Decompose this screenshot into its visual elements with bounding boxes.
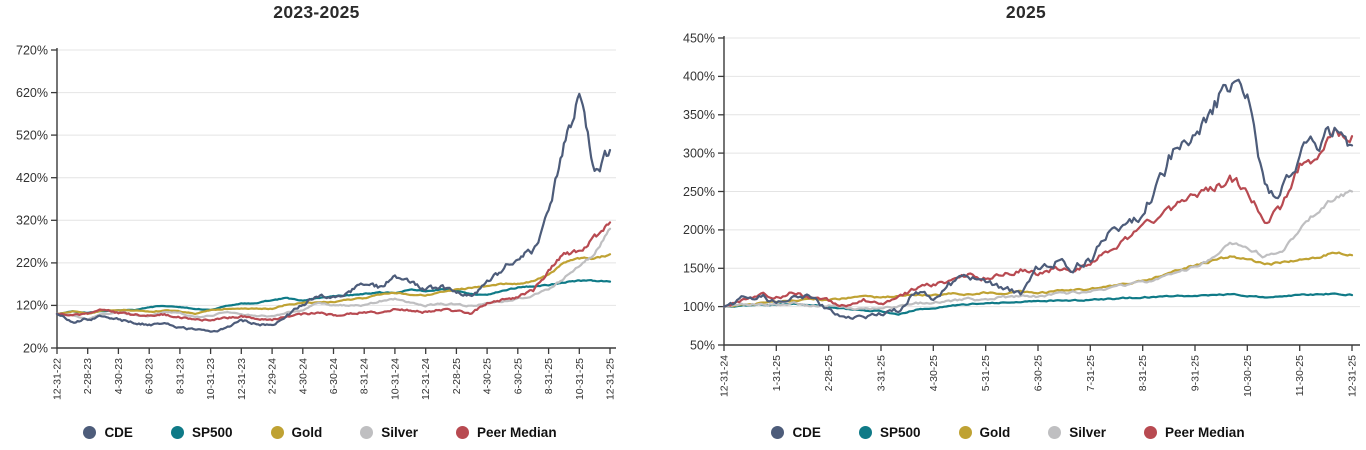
chart-2025-plot: 50% 100% 150% 200% 250% 300% 350% 400% 450% 12-31…	[683, 31, 1360, 397]
x-tick-label: 12-31-25	[1347, 355, 1359, 397]
x-tick-label: 12-31-23	[236, 358, 248, 400]
x-tick-label: 12-31-24	[719, 355, 731, 397]
x-tick-label: 4-30-23	[113, 358, 125, 394]
x-tick-label: 6-30-25	[512, 358, 524, 394]
peer-median-color-swatch-icon	[456, 425, 470, 439]
y-tick-label: 350%	[683, 108, 715, 122]
y-tick-label: 450%	[683, 31, 715, 45]
cde-color-swatch-icon	[83, 425, 97, 439]
x-tick-label: 12-31-22	[52, 358, 64, 400]
legend-item-peer-median: Peer Median	[456, 425, 557, 440]
legend-label-sp500: SP500	[191, 424, 233, 440]
legend-label-peer-median: Peer Median	[1165, 424, 1245, 440]
sp500-color-swatch-icon	[170, 425, 184, 439]
legend-right: CDE SP500 Gold Silver Peer Median	[708, 419, 1308, 445]
gold-color-swatch-icon	[958, 425, 972, 439]
legend-label-gold: Gold	[979, 424, 1011, 440]
x-tick-label: 7-31-25	[1085, 355, 1097, 391]
x-tick-label: 1-31-25	[771, 355, 783, 391]
y-tick-label: 720%	[16, 43, 48, 57]
x-tick-label: 12-31-24	[420, 358, 432, 400]
x-tick-label: 8-31-24	[359, 358, 371, 394]
y-tick-label: 220%	[16, 256, 48, 270]
x-tick-label: 4-30-25	[482, 358, 494, 394]
y-tick-label: 50%	[690, 338, 715, 352]
y-tick-label: 200%	[683, 223, 715, 237]
x-tick-label: 6-30-24	[328, 358, 340, 394]
y-tick-label: 620%	[16, 86, 48, 100]
x-tick-label: 10-30-25	[1242, 355, 1254, 397]
x-tick-label: 2-28-25	[451, 358, 463, 394]
legend-label-cde: CDE	[792, 424, 821, 440]
x-tick-label: 10-31-25	[574, 358, 586, 400]
x-tick-label: 8-31-23	[174, 358, 186, 394]
y-tick-label: 320%	[16, 214, 48, 228]
x-tick-label: 4-30-25	[928, 355, 940, 391]
x-tick-label: 10-31-23	[205, 358, 217, 400]
sp500-color-swatch-icon	[858, 425, 872, 439]
silver-color-swatch-icon	[1048, 425, 1062, 439]
chart-2023-2025-plot: 20% 120% 220% 320% 420% 520% 620% 720% 12-31-22 2…	[16, 43, 616, 400]
legend-item-silver: Silver	[1048, 425, 1106, 440]
legend-label-peer-median: Peer Median	[477, 424, 557, 440]
series-line-cde	[722, 78, 1354, 320]
series-line-silver	[722, 189, 1354, 311]
x-tick-label: 11-30-25	[1294, 355, 1306, 396]
series-line-peer-median	[55, 221, 612, 322]
silver-color-swatch-icon	[360, 425, 374, 439]
y-tick-label: 250%	[683, 185, 715, 199]
y-tick-label: 120%	[16, 299, 48, 313]
x-tick-label: 10-31-24	[389, 358, 401, 400]
legend-item-silver: Silver	[360, 425, 418, 440]
x-tick-label: 8-31-25	[543, 358, 555, 394]
x-tick-label: 4-30-24	[297, 358, 309, 394]
series-line-gold	[55, 253, 612, 316]
peer-median-color-swatch-icon	[1144, 425, 1158, 439]
series-line-peer-median	[722, 127, 1354, 308]
chart-title-2025: 2025	[1005, 2, 1047, 22]
cde-color-swatch-icon	[771, 425, 785, 439]
legend-label-sp500: SP500	[879, 424, 921, 440]
x-tick-label: 8-31-25	[1137, 355, 1149, 391]
legend-item-peer-median: Peer Median	[1144, 425, 1245, 440]
x-tick-label: 2-28-25	[823, 355, 835, 391]
x-tick-label: 5-31-25	[980, 355, 992, 391]
legend-label-silver: Silver	[381, 424, 419, 440]
y-tick-label: 150%	[683, 262, 715, 276]
x-tick-label: 2-29-24	[267, 358, 279, 394]
y-tick-label: 400%	[683, 70, 715, 84]
x-tick-label: 9-31-25	[1190, 355, 1202, 391]
x-tick-label: 6-30-23	[144, 358, 156, 394]
y-tick-label: 420%	[16, 171, 48, 185]
legend-item-cde: CDE	[83, 425, 133, 440]
legend-label-silver: Silver	[1069, 424, 1107, 440]
legend-label-gold: Gold	[291, 424, 323, 440]
gold-color-swatch-icon	[270, 425, 284, 439]
legend-item-sp500: SP500	[858, 424, 921, 440]
x-tick-label: 3-31-25	[876, 355, 888, 391]
series-line-silver	[55, 227, 612, 322]
legend-label-cde: CDE	[104, 424, 133, 440]
y-tick-label: 20%	[23, 341, 48, 355]
legend-item-gold: Gold	[270, 424, 323, 440]
x-tick-label: 2-28-23	[82, 358, 94, 394]
y-tick-label: 300%	[683, 146, 715, 160]
legend-item-sp500: SP500	[170, 424, 233, 440]
x-tick-label: 6-30-25	[1033, 355, 1045, 391]
y-tick-label: 100%	[683, 300, 715, 314]
x-tick-label: 12-31-25	[605, 358, 617, 400]
series-line-cde	[55, 92, 612, 333]
legend-item-cde: CDE	[771, 425, 821, 440]
legend-left: CDE SP500 Gold Silver Peer Median	[20, 419, 620, 445]
y-tick-label: 520%	[16, 128, 48, 142]
chart-title-2023-2025: 2023-2025	[273, 2, 360, 22]
legend-item-gold: Gold	[958, 424, 1011, 440]
